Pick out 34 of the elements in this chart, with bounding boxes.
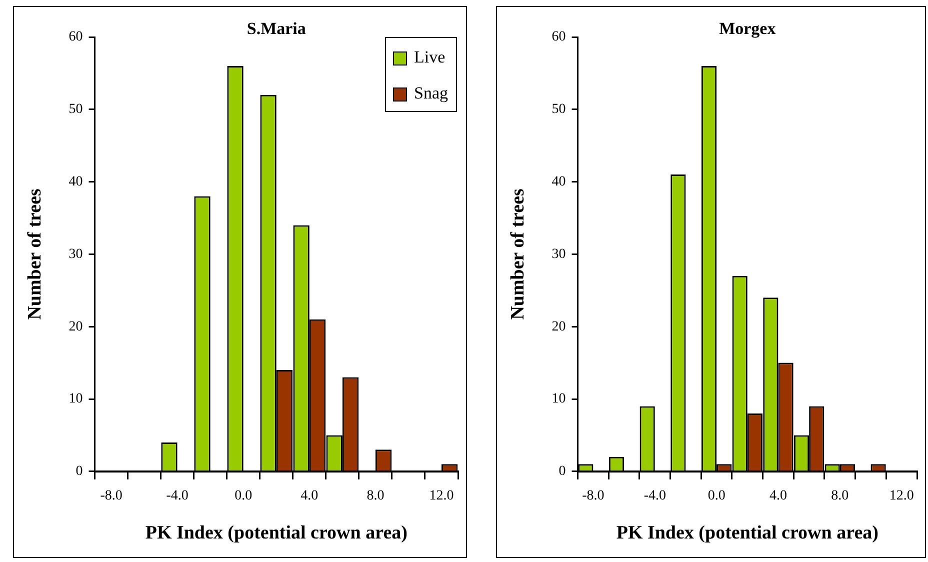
y-tick-label: 30 — [68, 246, 83, 262]
y-tick-label: 50 — [68, 102, 83, 118]
legend-label: Snag — [414, 83, 448, 102]
x-tick-label: 12.0 — [889, 488, 914, 504]
y-tick-label: 0 — [558, 464, 566, 480]
x-tick-label: 8.0 — [831, 488, 849, 504]
y-tick-label: 60 — [68, 30, 83, 45]
y-tick-label: 20 — [68, 319, 83, 334]
x-tick-label: 4.0 — [769, 488, 787, 504]
x-tick-label: -4.0 — [644, 488, 666, 504]
x-tick-label: -8.0 — [100, 488, 122, 504]
y-tick-label: 0 — [76, 464, 83, 480]
x-tick-label: -8.0 — [582, 488, 604, 504]
chart-title: S.Maria — [246, 18, 306, 38]
y-tick-label: 40 — [552, 174, 566, 190]
x-tick-label: 0.0 — [708, 488, 726, 504]
x-tick-label: 12.0 — [429, 488, 454, 504]
y-tick-label: 40 — [68, 174, 83, 190]
y-tick-label: 20 — [552, 319, 566, 334]
y-tick-label: 30 — [552, 246, 566, 262]
chart-title: Morgex — [719, 18, 776, 38]
y-tick-label: 50 — [552, 102, 566, 118]
y-tick-label: 10 — [68, 392, 83, 407]
y-tick-label: 10 — [552, 392, 566, 407]
x-axis-title: PK Index (potential crown area) — [145, 522, 408, 544]
legend-label: Live — [414, 47, 446, 66]
y-axis-title: Number of trees — [24, 188, 46, 320]
x-tick-label: 8.0 — [366, 488, 384, 504]
x-tick-label: -4.0 — [166, 488, 188, 504]
x-tick-label: 0.0 — [234, 488, 252, 504]
x-axis-title: PK Index (potential crown area) — [616, 522, 878, 544]
y-tick-label: 60 — [552, 30, 566, 45]
x-tick-label: 4.0 — [300, 488, 318, 504]
y-axis-title: Number of trees — [507, 188, 528, 320]
